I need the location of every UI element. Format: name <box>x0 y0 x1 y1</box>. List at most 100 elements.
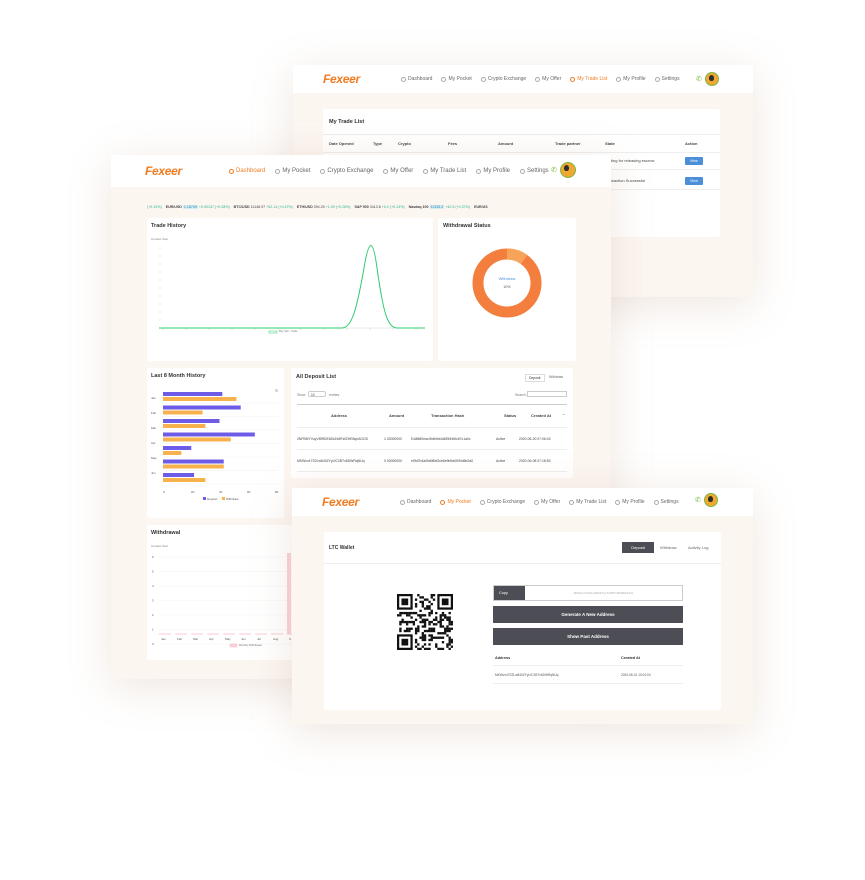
legend-swatch <box>268 330 278 334</box>
tab-withdraw[interactable]: Withdraw <box>549 375 564 379</box>
deposit-bar <box>163 459 224 464</box>
logo[interactable]: Fexeer <box>323 72 360 86</box>
avatar[interactable] <box>559 162 576 178</box>
deposit-bar <box>163 419 220 423</box>
nav-icon <box>229 168 234 174</box>
chart-legend: Monthly Withdrawal <box>239 644 262 647</box>
entries-select[interactable]: 10 <box>308 391 326 397</box>
column-header: Address <box>331 413 348 418</box>
withdraw-bar <box>163 478 206 482</box>
deposit-bar <box>163 405 241 410</box>
table-cell: 0.00000000 <box>384 459 402 463</box>
nav-label: Settings <box>527 168 549 174</box>
month-label: Mar <box>151 426 156 430</box>
month-label: Jan <box>161 637 166 641</box>
avatar[interactable] <box>704 72 719 86</box>
nav-item[interactable]: My Pocket <box>440 499 471 505</box>
nav-item[interactable]: My Profile <box>476 168 510 174</box>
tab-withdraw[interactable]: Withdraw <box>660 545 677 550</box>
trade-state: waiting for releasing escrow <box>605 158 655 163</box>
withdraw-bar <box>287 553 291 634</box>
svg-text:Withdraw: Withdraw <box>226 497 239 501</box>
nav-label: My Pocket <box>448 76 472 82</box>
user-area: ✆ <box>551 162 576 178</box>
nav-icon <box>534 499 540 505</box>
nav-item[interactable]: My Pocket <box>275 168 310 174</box>
nav-label: Dashboard <box>408 76 433 82</box>
logo[interactable]: Fexeer <box>145 164 182 178</box>
view-button[interactable]: View <box>685 177 703 185</box>
column-header: Crypto <box>398 141 411 146</box>
trade-state: transaction Successful <box>605 178 646 183</box>
month-label: Jan <box>151 396 156 400</box>
nav-item[interactable]: Dashboard <box>229 168 265 174</box>
table-cell: MKWvx47S2Lw840ZYyLfC2BTx6DWRqNUq <box>297 459 365 463</box>
card-title: Last 8 Month History <box>151 373 206 379</box>
ticker-item[interactable]: ETH/USD 394.25 +1.09 (+0.28%) <box>296 205 351 209</box>
show-past-address-button[interactable]: Show Past Address <box>493 628 683 645</box>
nav-item[interactable]: My Profile <box>616 76 646 82</box>
nav-item[interactable]: My Trade List <box>423 168 466 174</box>
ticker-item[interactable]: BTC/USD 11148.97 +52.14 (+0.47%) <box>233 205 293 209</box>
nav-item[interactable]: Settings <box>654 76 680 82</box>
view-button[interactable]: View <box>685 157 703 165</box>
nav-label: My Offer <box>541 499 561 505</box>
withdraw-bar <box>163 397 237 401</box>
nav-icon <box>480 76 486 82</box>
notification-icon[interactable]: ✆ <box>551 167 557 174</box>
svg-text:Deposit: Deposit <box>207 497 217 501</box>
notification-icon[interactable]: ✆ <box>696 76 702 83</box>
notification-icon[interactable]: ✆ <box>695 497 701 504</box>
top-nav: Fexeer Dashboard My Pocket Crypto Exchange… <box>293 65 753 93</box>
month-label: May <box>225 637 231 641</box>
nav-item[interactable]: My Offer <box>535 76 561 82</box>
logo[interactable]: Fexeer <box>322 495 359 509</box>
search-input[interactable] <box>527 391 567 397</box>
month-label: Jul <box>257 637 261 641</box>
nav-item[interactable]: My Pocket <box>441 76 472 82</box>
ticker-item[interactable]: EUR/US <box>474 205 488 209</box>
row-address: MKWvx47S2Lw840ZYyLfC2BTx6DWRqNUq <box>495 673 559 677</box>
nav-icon <box>423 168 429 174</box>
nav-item[interactable]: My Trade List <box>570 76 607 82</box>
menu-icon[interactable]: ≡ <box>275 388 278 394</box>
trade-history-chart <box>159 245 425 334</box>
donut-label: Withdraw <box>498 276 516 281</box>
nav-item[interactable]: Crypto Exchange <box>320 168 373 174</box>
nav-item[interactable]: Crypto Exchange <box>480 76 526 82</box>
table-cell: 2020-06-08 07:18:53 <box>519 459 551 463</box>
table-cell: Active <box>496 459 506 463</box>
top-nav: Fexeer Dashboard My Pocket Crypto Exchange… <box>111 155 611 187</box>
tab-deposit[interactable]: Deposit <box>622 542 654 553</box>
ticker-item[interactable]: S&P 500 3413.6 +0.2 (+0.13%) <box>354 205 405 209</box>
address-value[interactable]: MKWvx47S2Lw840ZYyLfC2BTx6DWRqNUq <box>573 591 634 595</box>
user-area: ✆ <box>696 72 719 86</box>
copy-button[interactable]: Copy <box>494 586 525 600</box>
col-address: Address <box>495 656 511 660</box>
nav-item[interactable]: Dashboard <box>400 499 431 505</box>
tab-activity-log[interactable]: Activity Log <box>688 545 709 550</box>
y-tick: 6 <box>152 555 154 559</box>
ticker-item[interactable]: EUR/USD 1.18749 +0.00137 (+0.28%) <box>165 205 230 209</box>
avatar[interactable] <box>703 493 718 507</box>
ticker-item[interactable]: Nasdaq 100 11335.3 +42.5 (+0.37%) <box>408 205 471 209</box>
month-label: S <box>289 637 291 641</box>
nav-item[interactable]: My Offer <box>383 168 413 174</box>
nav-icon <box>616 76 622 82</box>
nav-item[interactable]: Settings <box>520 168 549 174</box>
nav-item[interactable]: My Trade List <box>569 499 606 505</box>
nav-item[interactable]: Settings <box>653 499 679 505</box>
nav-item[interactable]: My Offer <box>534 499 560 505</box>
withdrawal-card: Withdrawal Current Year 6 5 4 3 2 1 0 Jan Feb Mar… <box>147 525 297 660</box>
table-cell: 2020-06-20 07:06:43 <box>519 437 551 441</box>
y-tick: 5 <box>152 570 154 574</box>
y-tick: 2 <box>152 613 154 617</box>
nav-icon <box>479 499 485 505</box>
tab-deposit[interactable]: Deposit <box>525 374 545 382</box>
nav-item[interactable]: My Profile <box>615 499 645 505</box>
sort-icon[interactable]: ⌄ <box>562 411 566 416</box>
ticker-item[interactable]: (+0.13%) <box>147 205 162 209</box>
nav-item[interactable]: Crypto Exchange <box>479 499 525 505</box>
nav-item[interactable]: Dashboard <box>401 76 432 82</box>
generate-address-button[interactable]: Generate A New Address <box>493 606 683 623</box>
